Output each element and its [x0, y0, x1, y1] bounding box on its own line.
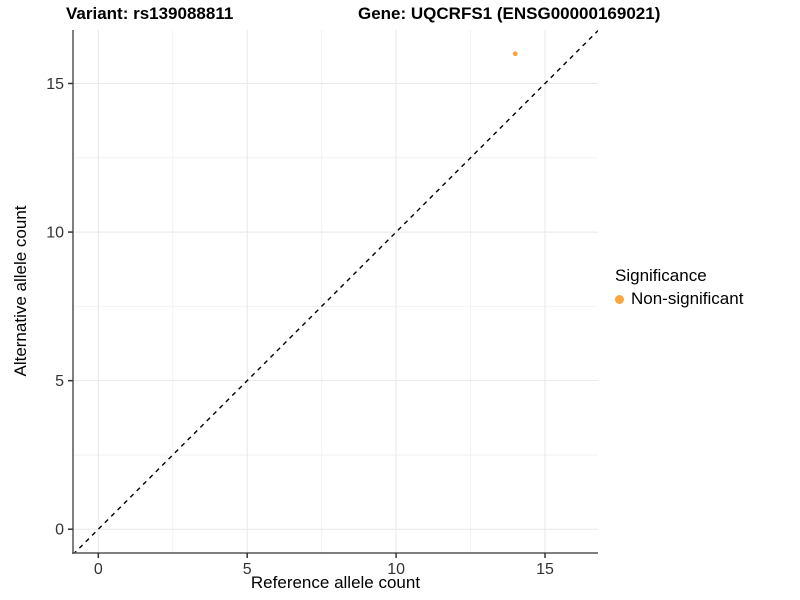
- gene-title: Gene: UQCRFS1 (ENSG00000169021): [358, 4, 661, 23]
- y-tick-label: 0: [55, 522, 64, 539]
- x-tick-label: 0: [94, 561, 103, 578]
- scatter-point: [512, 51, 518, 57]
- gridlines-minor: [73, 30, 598, 553]
- legend-item: Non-significant: [615, 289, 743, 309]
- variant-title: Variant: rs139088811: [66, 4, 234, 23]
- legend-key-dot: [615, 294, 624, 304]
- identity-dashed-line: [73, 30, 598, 553]
- y-axis-title: Alternative allele count: [11, 205, 30, 377]
- x-axis-title: Reference allele count: [250, 573, 421, 592]
- y-tick-label: 15: [46, 76, 64, 93]
- axis-tick-labels: 0 5 10 15 0 5 10 15: [46, 76, 554, 578]
- axis-lines: [72, 30, 598, 554]
- data-points: [512, 51, 518, 57]
- axis-tick-marks: [68, 82, 546, 558]
- legend-title: Significance: [615, 266, 707, 285]
- y-tick-label: 10: [46, 225, 64, 242]
- x-tick-label: 15: [536, 561, 554, 578]
- legend-item-label: Non-significant: [631, 289, 744, 308]
- x-tick-label: 5: [243, 561, 252, 578]
- x-tick-label: 10: [387, 561, 405, 578]
- legend: Significance Non-significant: [615, 266, 743, 309]
- y-tick-label: 5: [55, 373, 64, 390]
- gridlines-major: [73, 30, 598, 553]
